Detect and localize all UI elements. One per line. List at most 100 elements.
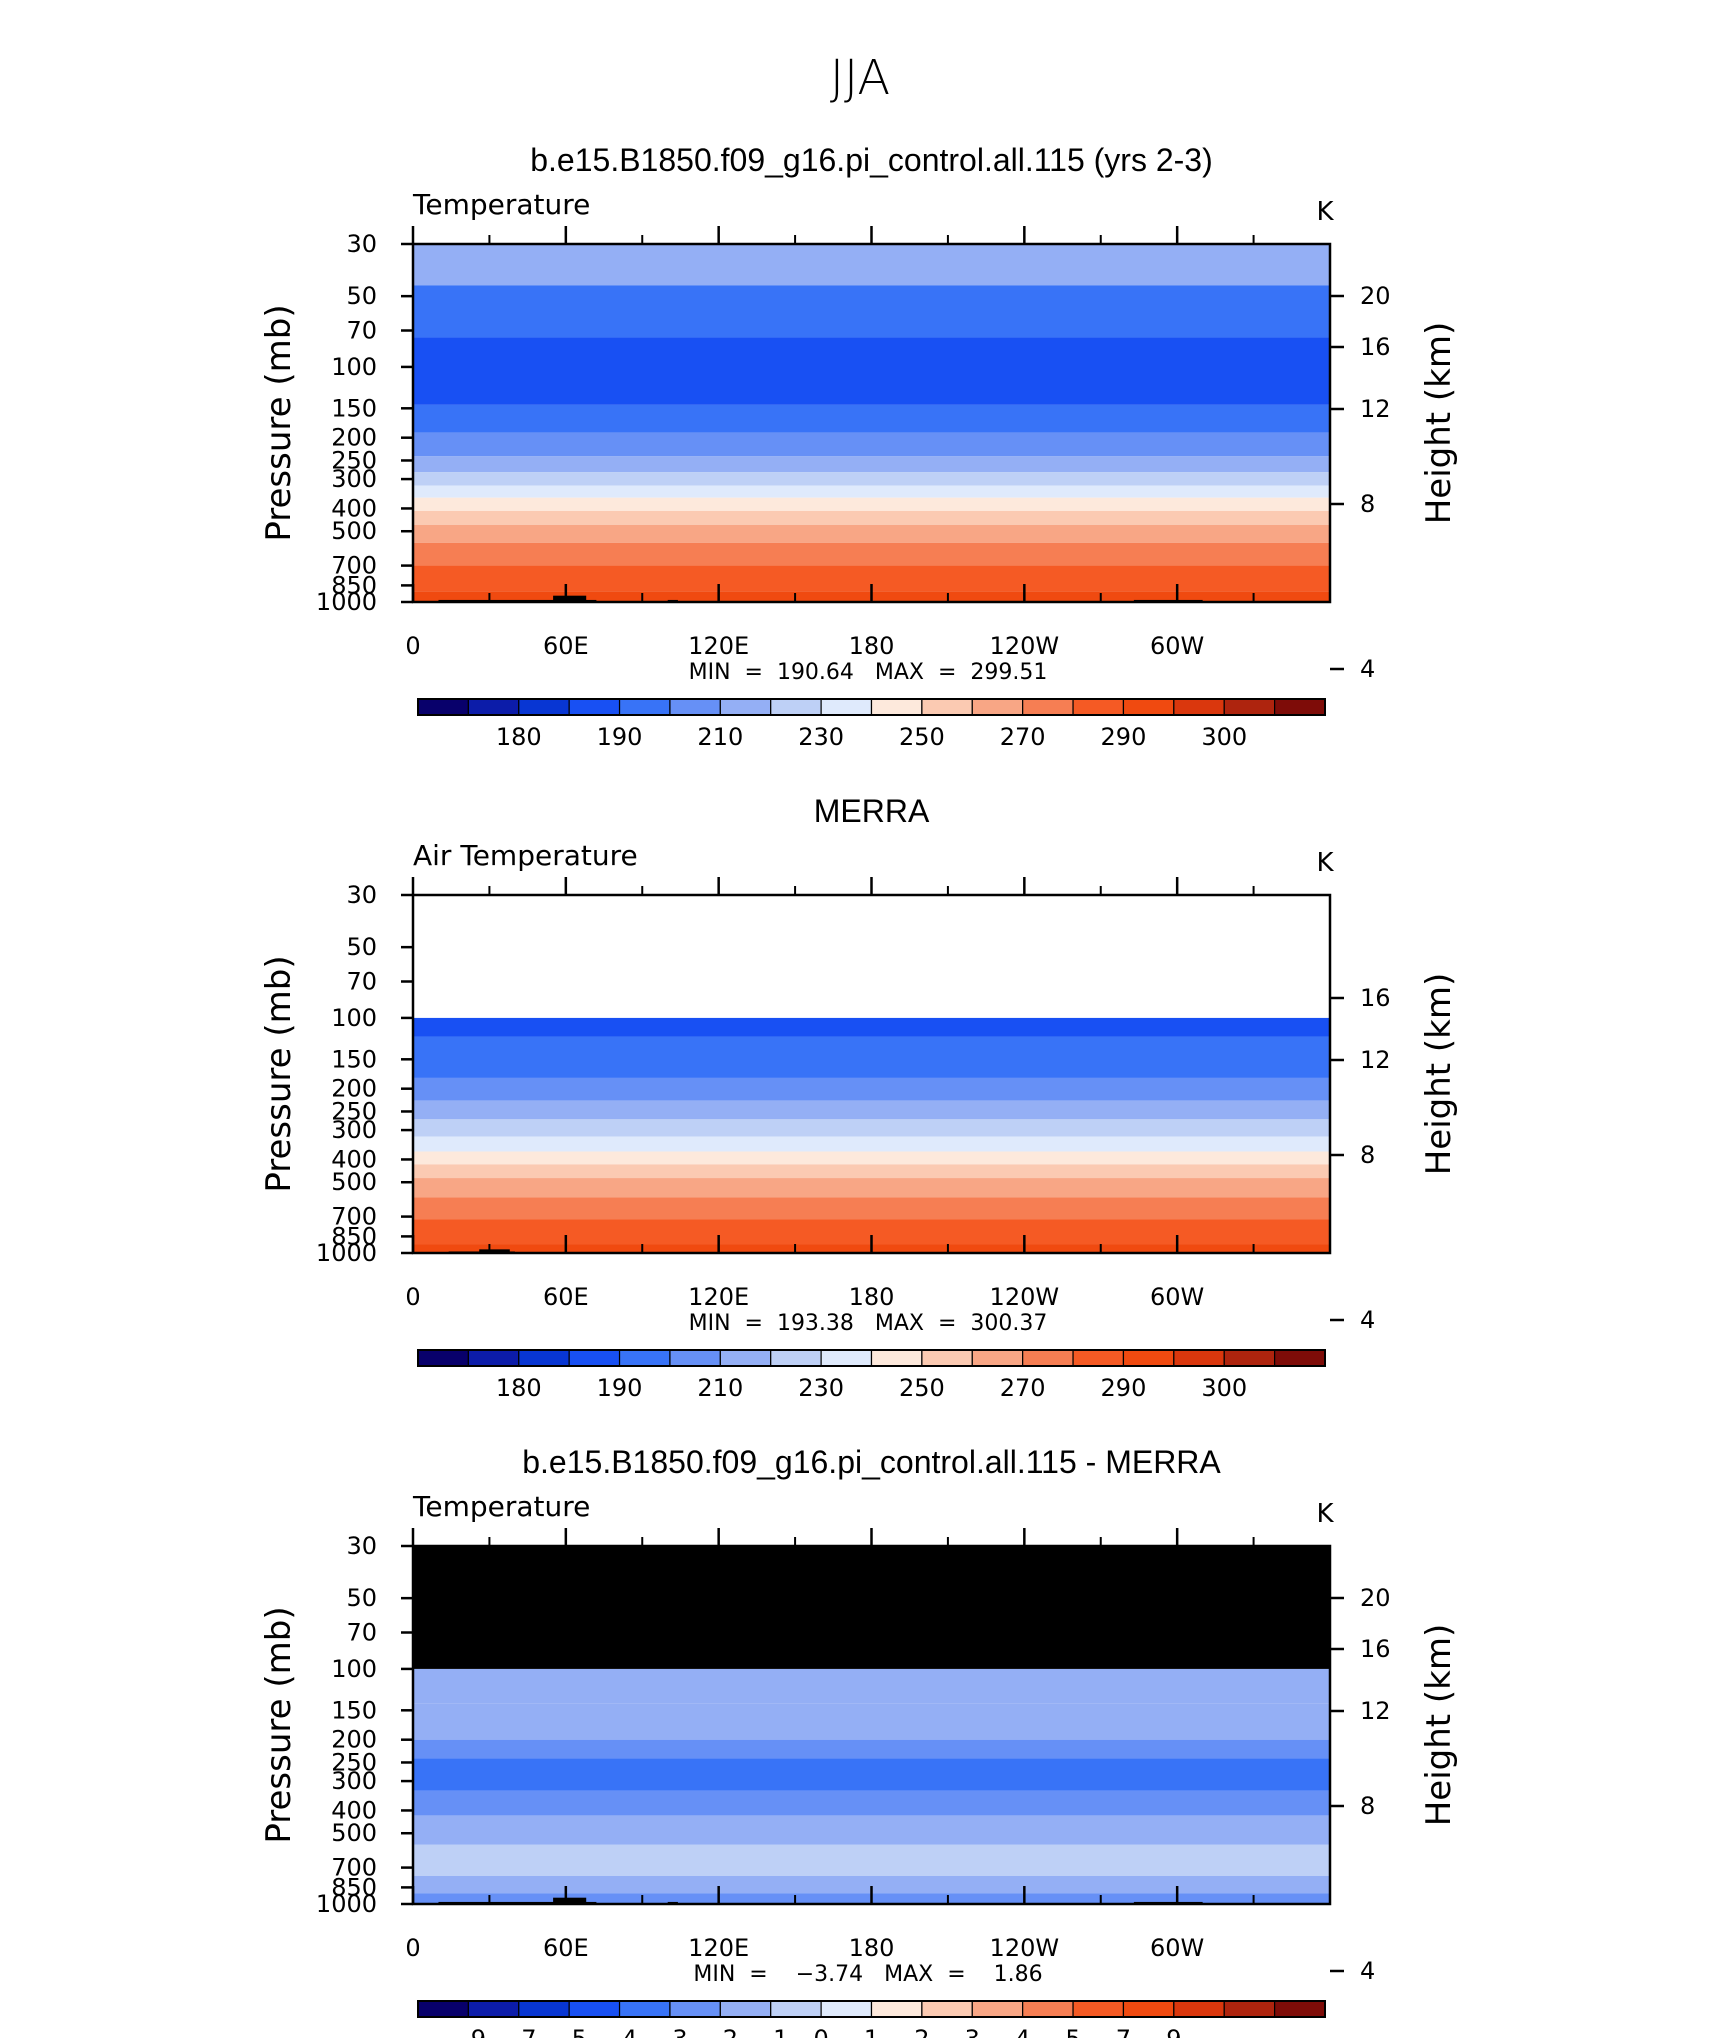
colorbar: 180 190 210 230 250 270 290 300 <box>417 1349 1326 1402</box>
x-tick-label: 180 <box>849 1934 895 1962</box>
contour-band-4 <box>413 1100 1330 1120</box>
colorbar-label: 180 <box>496 1374 542 1402</box>
colorbar-swatch <box>1173 698 1225 716</box>
x-tick-label: 120E <box>688 632 749 660</box>
colorbar-label: 4 <box>1015 2025 1030 2038</box>
colorbar-frame <box>417 2000 1326 2018</box>
x-tick-label: 60E <box>543 1283 589 1311</box>
colorbar-swatch <box>417 2000 469 2018</box>
contour-band-2 <box>413 1036 1330 1078</box>
colorbar-label: 190 <box>597 723 643 751</box>
y-axis-label: Pressure (mb) <box>259 1606 299 1843</box>
colorbar-frame <box>417 698 1326 716</box>
x-tick-label: 60W <box>1150 1934 1204 1962</box>
y-tick-label: 70 <box>346 1619 377 1647</box>
colorbar-swatch <box>669 698 721 716</box>
colorbar-label: 300 <box>1201 1374 1247 1402</box>
colorbar-swatch <box>518 1349 570 1367</box>
terrain-block <box>553 595 587 602</box>
contour-band-9 <box>413 1178 1330 1198</box>
colorbar-label: 250 <box>899 723 945 751</box>
contour-band-8 <box>413 485 1330 498</box>
contour-band-4 <box>413 1758 1330 1791</box>
contour-band-8 <box>413 1875 1330 1894</box>
colorbar-swatch <box>820 1349 873 1367</box>
colorbar-swatch <box>971 1349 1024 1367</box>
colorbar-swatch <box>1122 2000 1175 2018</box>
y-tick-label: 250 <box>331 446 377 474</box>
contour-band-5 <box>413 1790 1330 1816</box>
y-tick-label: 300 <box>331 465 377 493</box>
colorbar-swatch <box>719 1349 772 1367</box>
colorbar-swatch <box>1072 1349 1125 1367</box>
y-tick-label: 400 <box>331 494 377 522</box>
contour-band-6 <box>413 1136 1330 1152</box>
contour-band-1 <box>413 1668 1330 1704</box>
colorbar-label: 2 <box>914 2025 929 2038</box>
y-axis-label: Pressure (mb) <box>259 304 299 541</box>
contour-band-1 <box>413 244 1330 286</box>
colorbar-swatch <box>669 2000 721 2018</box>
panel-1: b.e15.B1850.f09_g16.pi_control.all.115 (… <box>259 142 1459 751</box>
contour-band-2 <box>413 1703 1330 1740</box>
colorbar-swatch <box>467 2000 520 2018</box>
contour-band-3 <box>413 337 1330 405</box>
colorbar-swatch <box>770 698 822 716</box>
colorbar-swatch <box>870 698 923 716</box>
colorbar-swatch <box>568 1349 621 1367</box>
min-max-stats: MIN = −3.74 MAX = 1.86 <box>693 1962 1042 1987</box>
colorbar-label: 210 <box>697 1374 743 1402</box>
colorbar-swatch <box>820 2000 873 2018</box>
y-tick-label-right: 8 <box>1360 1141 1375 1169</box>
colorbar-swatch <box>971 2000 1024 2018</box>
x-tick-label: 0 <box>405 1283 420 1311</box>
colorbar: 180 190 210 230 250 270 290 300 <box>417 698 1326 751</box>
units-label: K <box>1316 1499 1334 1529</box>
colorbar-swatch <box>1223 2000 1276 2018</box>
contour-band-2 <box>413 285 1330 338</box>
contour-band-11 <box>413 524 1330 543</box>
y-tick-label: 100 <box>331 353 377 381</box>
panel-title: b.e15.B1850.f09_g16.pi_control.all.115 (… <box>530 142 1213 178</box>
y-tick-label: 50 <box>346 933 377 961</box>
colorbar-label: 230 <box>798 723 844 751</box>
colorbar-swatch <box>870 1349 923 1367</box>
y-tick-label-right: 12 <box>1360 395 1391 423</box>
colorbar-swatch <box>467 698 520 716</box>
colorbar-swatch <box>921 2000 973 2018</box>
colorbar-label: 0 <box>813 2025 828 2038</box>
colorbar-swatch <box>618 698 671 716</box>
x-tick-label: 120W <box>990 1283 1060 1311</box>
x-tick-label: 60E <box>543 632 589 660</box>
colorbar-swatch <box>971 698 1024 716</box>
colorbar-swatch <box>568 2000 621 2018</box>
colorbar-label: 300 <box>1201 723 1247 751</box>
min-max-stats: MIN = 193.38 MAX = 300.37 <box>689 1311 1048 1336</box>
y-axis-label: Pressure (mb) <box>259 955 299 1192</box>
y-tick-label-right: 16 <box>1360 333 1391 361</box>
colorbar-label: −1 <box>753 2025 788 2038</box>
colorbar-label: 230 <box>798 1374 844 1402</box>
colorbar-label: 7 <box>1116 2025 1131 2038</box>
y-tick-label: 100 <box>331 1004 377 1032</box>
y-tick-label-right: 4 <box>1360 655 1375 683</box>
contour-band-8 <box>413 1164 1330 1179</box>
colorbar-label: 270 <box>1000 1374 1046 1402</box>
colorbar-swatch <box>1022 698 1074 716</box>
min-max-stats: MIN = 190.64 MAX = 299.51 <box>689 660 1048 685</box>
contour-band-4 <box>413 404 1330 433</box>
units-label: K <box>1316 197 1334 227</box>
contour-band-7 <box>413 1844 1330 1876</box>
y-tick-label: 70 <box>346 317 377 345</box>
colorbar-swatch <box>719 698 772 716</box>
colorbar-swatch <box>417 698 469 716</box>
y-tick-label: 500 <box>331 1168 377 1196</box>
colorbar-label: −3 <box>652 2025 687 2038</box>
x-tick-label: 0 <box>405 632 420 660</box>
colorbar-swatch <box>1173 1349 1225 1367</box>
y-tick-label: 30 <box>346 230 377 258</box>
y-tick-label-right: 16 <box>1360 984 1391 1012</box>
x-tick-label: 180 <box>849 632 895 660</box>
y-tick-label-right: 4 <box>1360 1306 1375 1334</box>
colorbar-label: 210 <box>697 723 743 751</box>
